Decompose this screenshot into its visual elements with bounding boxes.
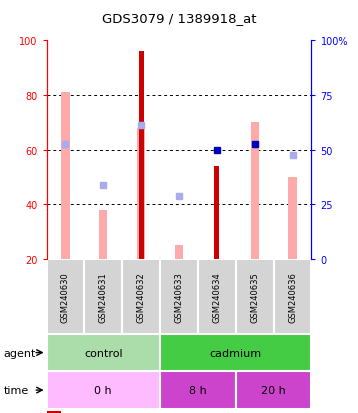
- Text: GSM240635: GSM240635: [250, 271, 259, 322]
- Text: GSM240636: GSM240636: [288, 271, 297, 322]
- Bar: [236, 259, 274, 334]
- Bar: [214, 166, 219, 259]
- Bar: [122, 259, 160, 334]
- Bar: [251, 123, 259, 259]
- Text: GDS3079 / 1389918_at: GDS3079 / 1389918_at: [102, 12, 256, 25]
- Bar: [61, 93, 69, 259]
- Text: GSM240634: GSM240634: [212, 271, 221, 322]
- Bar: [47, 371, 160, 409]
- Bar: [47, 334, 160, 371]
- Text: GSM240633: GSM240633: [174, 271, 184, 322]
- Bar: [236, 371, 311, 409]
- Text: GSM240630: GSM240630: [61, 271, 70, 322]
- Bar: [84, 259, 122, 334]
- Text: cadmium: cadmium: [210, 348, 262, 358]
- Bar: [175, 245, 183, 259]
- Bar: [47, 259, 84, 334]
- Bar: [160, 371, 236, 409]
- Text: 8 h: 8 h: [189, 385, 207, 395]
- Text: GSM240632: GSM240632: [137, 271, 146, 322]
- Text: control: control: [84, 348, 123, 358]
- Bar: [137, 128, 145, 259]
- Text: agent: agent: [4, 348, 36, 358]
- Bar: [99, 210, 107, 259]
- Bar: [160, 259, 198, 334]
- Bar: [289, 178, 297, 259]
- Text: 20 h: 20 h: [261, 385, 286, 395]
- Bar: [198, 259, 236, 334]
- Bar: [139, 52, 144, 259]
- Bar: [274, 259, 311, 334]
- Text: time: time: [4, 385, 29, 395]
- Bar: [160, 334, 311, 371]
- Text: 0 h: 0 h: [95, 385, 112, 395]
- Text: GSM240631: GSM240631: [99, 271, 108, 322]
